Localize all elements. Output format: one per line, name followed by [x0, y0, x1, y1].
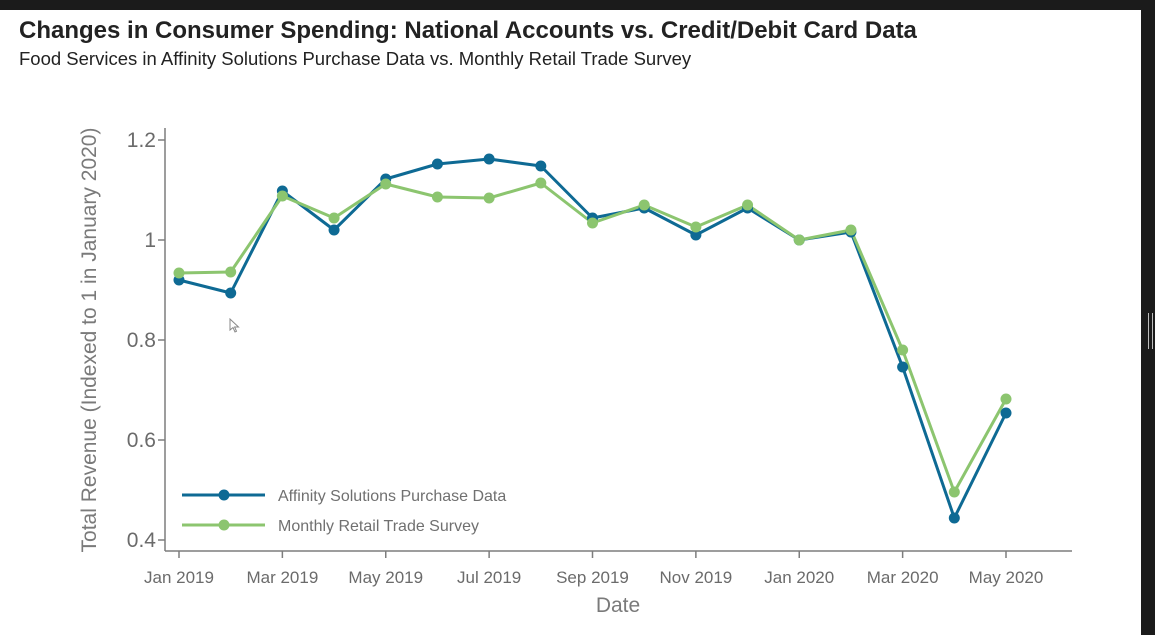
data-point-mrts — [276, 190, 288, 202]
legend: Affinity Solutions Purchase Data Monthly … — [182, 488, 506, 535]
x-tick-label: Sep 2019 — [556, 568, 629, 587]
data-point-mrts — [1000, 393, 1012, 405]
mouse-cursor-icon — [229, 318, 240, 333]
data-point-affinity — [948, 512, 960, 524]
y-tick-label: 0.6 — [127, 429, 156, 452]
data-point-mrts — [897, 344, 909, 356]
legend-marker — [218, 519, 230, 531]
data-point-mrts — [328, 212, 340, 224]
x-tick-label: Jan 2019 — [144, 568, 214, 587]
y-tick-label: 0.4 — [127, 529, 157, 552]
y-tick-label: 1.2 — [127, 129, 156, 152]
chart-subtitle: Food Services in Affinity Solutions Purc… — [19, 48, 692, 69]
legend-label: Monthly Retail Trade Survey — [278, 518, 479, 535]
data-point-mrts — [845, 224, 857, 236]
x-tick-label: Mar 2020 — [867, 568, 939, 587]
data-point-mrts — [638, 199, 650, 211]
x-tick-label: Jul 2019 — [457, 568, 521, 587]
legend-marker — [218, 489, 230, 501]
x-axis-title: Date — [596, 594, 640, 617]
data-point-affinity — [225, 287, 237, 299]
series-line-mrts — [178, 181, 1008, 494]
data-point-mrts — [225, 266, 237, 278]
x-tick-label: May 2020 — [969, 568, 1044, 587]
data-point-mrts — [948, 486, 960, 498]
x-tick-label: Jan 2020 — [764, 568, 834, 587]
axes: 0.4 0.6 0.8 1 1.2 Jan 2019 Mar 2019 May 2019 Jul… — [127, 128, 1072, 587]
x-tick-label: Mar 2019 — [246, 568, 318, 587]
data-point-mrts — [535, 177, 547, 189]
data-point-mrts — [742, 199, 754, 211]
scrollbar-grip[interactable] — [1148, 313, 1153, 349]
x-tick-label: Nov 2019 — [659, 568, 732, 587]
data-point-mrts — [587, 217, 598, 229]
slide-canvas — [0, 10, 1141, 635]
data-point-mrts — [431, 191, 443, 203]
chart-title: Changes in Consumer Spending: National A… — [19, 17, 917, 44]
data-point-mrts — [380, 178, 392, 190]
x-tick-label: May 2019 — [348, 568, 423, 587]
data-point-mrts — [483, 192, 495, 204]
data-point-affinity — [1000, 407, 1012, 419]
y-tick-label: 1 — [144, 229, 156, 252]
data-point-mrts — [690, 221, 702, 233]
legend-label: Affinity Solutions Purchase Data — [278, 488, 506, 505]
data-point-mrts — [793, 234, 805, 246]
data-point-affinity — [328, 224, 340, 236]
series-layer — [173, 153, 1012, 524]
y-tick-label: 0.8 — [127, 329, 156, 352]
y-axis-title: Total Revenue (Indexed to 1 in January 2… — [78, 128, 101, 553]
data-point-affinity — [535, 160, 547, 172]
data-point-affinity — [897, 361, 909, 373]
data-point-affinity — [690, 229, 702, 241]
data-point-affinity — [431, 158, 443, 170]
data-point-mrts — [173, 267, 185, 279]
data-point-affinity — [483, 153, 495, 165]
